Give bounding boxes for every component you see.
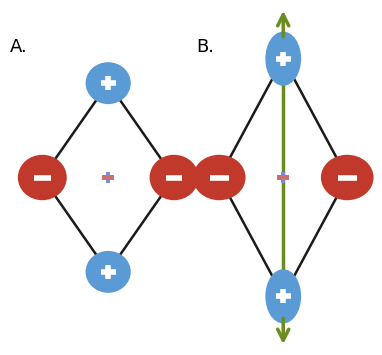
Circle shape <box>150 155 199 200</box>
Ellipse shape <box>265 269 301 323</box>
Circle shape <box>18 155 67 200</box>
Bar <box>106 172 110 183</box>
Ellipse shape <box>265 32 301 86</box>
Circle shape <box>86 251 131 293</box>
Bar <box>102 175 114 180</box>
Circle shape <box>86 62 131 104</box>
Bar <box>277 175 289 180</box>
Ellipse shape <box>193 155 246 200</box>
Text: B.: B. <box>197 38 215 56</box>
Text: A.: A. <box>10 38 28 56</box>
Ellipse shape <box>321 155 374 200</box>
Bar <box>281 172 285 183</box>
